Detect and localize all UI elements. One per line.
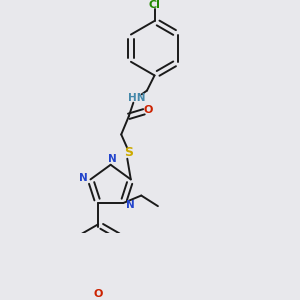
Text: O: O <box>94 289 103 299</box>
Text: N: N <box>108 154 116 164</box>
Text: S: S <box>124 146 133 159</box>
Text: Cl: Cl <box>148 0 160 10</box>
Text: O: O <box>144 105 153 115</box>
Text: N: N <box>79 173 87 183</box>
Text: N: N <box>126 200 135 210</box>
Text: HN: HN <box>128 93 145 103</box>
